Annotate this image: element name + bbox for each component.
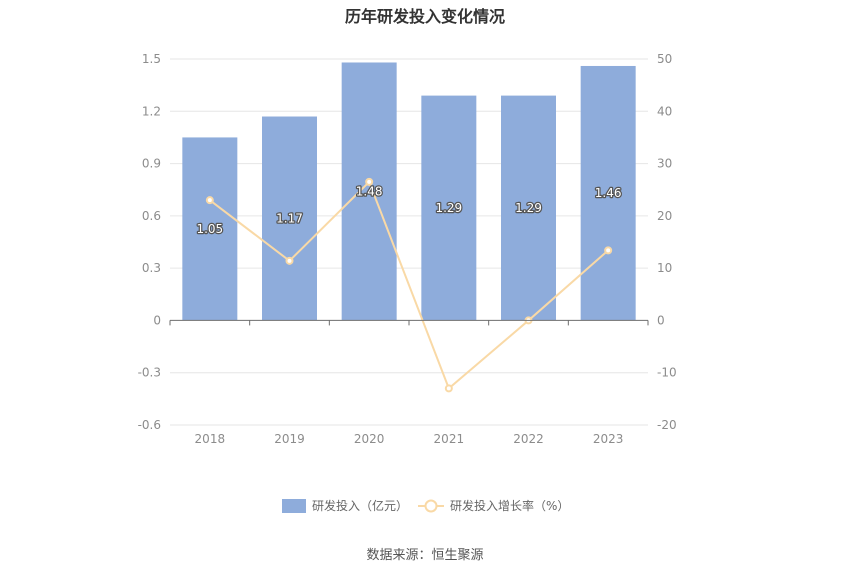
right-tick-label: -20	[657, 418, 677, 432]
growth-line	[209, 180, 609, 391]
right-tick-label: 0	[657, 313, 665, 327]
bar-value-label: 1.29	[515, 201, 542, 215]
growth-point	[285, 256, 294, 265]
legend-line-marker	[424, 499, 438, 513]
growth-point	[205, 196, 214, 205]
line-series	[205, 177, 613, 393]
chart-title: 历年研发投入变化情况	[345, 7, 505, 26]
right-y-axis: -20 -10 0 10 20 30 40 50	[657, 52, 677, 432]
x-tick-label: 2018	[195, 432, 226, 446]
legend: 研发投入（亿元） 研发投入增长率（%）	[282, 498, 569, 513]
growth-point	[444, 384, 453, 393]
x-tick-label: 2019	[274, 432, 305, 446]
bar	[421, 95, 477, 321]
growth-point	[604, 246, 613, 255]
legend-bar-label: 研发投入（亿元）	[312, 498, 408, 513]
left-y-axis: -0.6 -0.3 0 0.3 0.6 0.9 1.2 1.5	[138, 52, 161, 432]
grid	[170, 58, 648, 426]
bar	[262, 116, 317, 321]
left-tick-label: 0.9	[142, 157, 161, 171]
bar-series	[182, 62, 636, 321]
bar	[501, 95, 556, 321]
data-source: 数据来源：恒生聚源	[366, 548, 483, 563]
bar	[341, 62, 397, 321]
right-tick-label: 30	[657, 157, 672, 171]
bar-value-label: 1.05	[196, 222, 223, 236]
right-tick-label: 40	[657, 104, 672, 118]
x-tick-label: 2023	[593, 432, 624, 446]
x-tick-label: 2022	[513, 432, 544, 446]
bar	[182, 137, 238, 321]
right-tick-label: 50	[657, 52, 672, 66]
left-tick-label: -0.6	[138, 418, 161, 432]
left-tick-label: 0.6	[142, 209, 161, 223]
growth-point	[365, 177, 374, 186]
x-tick-label: 2020	[354, 432, 385, 446]
right-tick-label: 20	[657, 209, 672, 223]
legend-line-label: 研发投入增长率（%）	[450, 498, 569, 513]
left-tick-label: -0.3	[138, 366, 161, 380]
x-tick-label: 2021	[434, 432, 465, 446]
right-tick-label: 10	[657, 261, 672, 275]
left-tick-label: 1.2	[142, 104, 161, 118]
right-tick-label: -10	[657, 366, 677, 380]
legend-bar-swatch	[282, 499, 306, 513]
bar-labels: 1.05 1.17 1.48 1.29 1.29 1.46	[195, 183, 623, 237]
x-axis: 2018 2019 2020 2021 2022 2023	[169, 319, 649, 446]
bar-value-label: 1.29	[435, 201, 462, 215]
left-tick-label: 0	[153, 313, 161, 327]
left-tick-label: 0.3	[142, 261, 161, 275]
bar-value-label: 1.17	[276, 211, 303, 225]
bar	[580, 65, 636, 321]
bar-value-label: 1.46	[595, 186, 622, 200]
left-tick-label: 1.5	[142, 52, 161, 66]
bar-value-label: 1.48	[356, 184, 383, 198]
